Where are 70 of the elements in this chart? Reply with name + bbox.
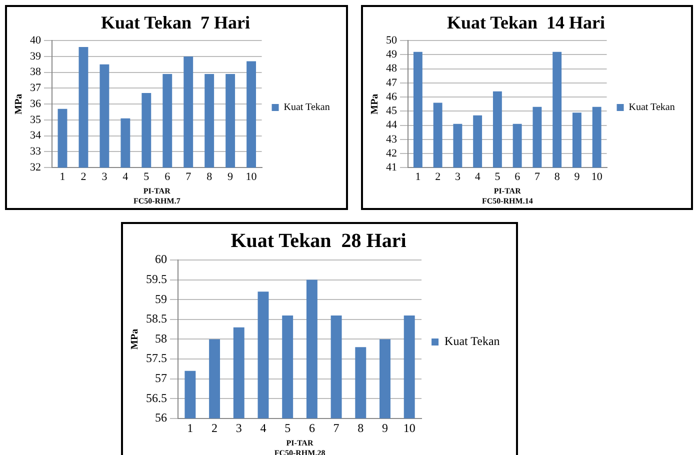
y-tick-label: 50 xyxy=(386,34,398,46)
x-tick-label: 3 xyxy=(236,420,242,435)
y-tick-label: 58 xyxy=(155,331,167,346)
legend-label: Kuat Tekan xyxy=(628,102,675,114)
y-tick-label: 44 xyxy=(386,119,398,132)
x-tick-label: 9 xyxy=(574,171,580,184)
y-tick-label: 42 xyxy=(386,147,397,160)
x-tick-label: 5 xyxy=(284,420,291,435)
y-tick-label: 36 xyxy=(30,98,42,110)
x-axis-title: PI-TAR FC50-RHM.7 xyxy=(133,186,180,206)
x-tick-label: 7 xyxy=(333,420,340,435)
x-tick-label: 7 xyxy=(186,171,192,184)
x-tick-label: 2 xyxy=(435,171,441,184)
x-tick-label: 1 xyxy=(60,171,66,184)
x-tick-label: 9 xyxy=(228,171,234,184)
x-tick-label: 6 xyxy=(308,420,315,435)
y-tick-label: 33 xyxy=(30,146,42,158)
y-axis-title: MPa xyxy=(14,94,25,114)
x-tick-label: 4 xyxy=(122,171,129,184)
y-tick-label: 57.5 xyxy=(146,351,167,366)
y-tick-label: 34 xyxy=(30,130,42,142)
x-tick-label: 3 xyxy=(102,171,108,184)
y-tick-label: 46 xyxy=(386,90,398,103)
y-tick-label: 59 xyxy=(155,292,167,306)
x-tick-label: 10 xyxy=(403,420,416,435)
x-tick-label: 9 xyxy=(382,420,388,435)
y-tick-label: 49 xyxy=(386,48,398,61)
y-tick-label: 35 xyxy=(30,114,42,126)
y-tick-label: 56.5 xyxy=(146,390,167,405)
chart-title: Kuat Tekan 14 Hari xyxy=(446,12,606,32)
y-tick-label: 38 xyxy=(30,66,42,78)
x-tick-label: 2 xyxy=(212,420,218,435)
legend-label: Kuat Tekan xyxy=(284,102,330,114)
x-tick-label: 8 xyxy=(554,171,560,184)
x-tick-label: 1 xyxy=(415,171,421,184)
x-tick-label: 6 xyxy=(164,171,171,184)
y-tick-label: 48 xyxy=(386,62,398,75)
x-tick-label: 5 xyxy=(494,171,501,184)
x-tick-label: 6 xyxy=(514,171,521,184)
x-tick-label: 7 xyxy=(534,171,540,184)
y-tick-label: 60 xyxy=(155,252,167,266)
chart-title: Kuat Tekan 7 Hari xyxy=(100,12,250,32)
x-axis-title: PI-TAR FC50-RHM.28 xyxy=(274,438,326,455)
y-tick-label: 59.5 xyxy=(146,272,167,286)
x-tick-label: 1 xyxy=(187,420,194,435)
y-tick-label: 41 xyxy=(386,161,397,174)
x-tick-label: 4 xyxy=(474,171,481,184)
y-axis-title: MPa xyxy=(370,94,381,114)
x-tick-label: 10 xyxy=(591,171,603,184)
y-tick-label: 39 xyxy=(30,50,42,62)
y-tick-label: 45 xyxy=(386,105,398,118)
x-tick-label: 3 xyxy=(454,171,461,184)
x-tick-label: 8 xyxy=(358,420,364,435)
y-tick-label: 47 xyxy=(386,76,398,89)
y-tick-label: 37 xyxy=(30,82,42,94)
chart-title: Kuat Tekan 28 Hari xyxy=(230,230,407,252)
y-tick-label: 40 xyxy=(30,34,42,46)
y-tick-label: 56 xyxy=(155,410,167,425)
x-tick-label: 10 xyxy=(246,171,258,184)
x-tick-label: 5 xyxy=(144,171,150,184)
x-tick-label: 4 xyxy=(260,420,266,435)
y-tick-label: 57 xyxy=(155,370,167,385)
y-tick-label: 43 xyxy=(386,133,398,146)
y-tick-label: 32 xyxy=(30,161,41,174)
legend-label: Kuat Tekan xyxy=(444,334,500,348)
y-tick-label: 58.5 xyxy=(146,312,167,326)
x-tick-label: 2 xyxy=(80,171,86,184)
y-axis-title: MPa xyxy=(130,328,141,350)
x-tick-label: 8 xyxy=(206,171,213,184)
x-axis-title: PI-TAR FC50-RHM.14 xyxy=(482,186,533,206)
